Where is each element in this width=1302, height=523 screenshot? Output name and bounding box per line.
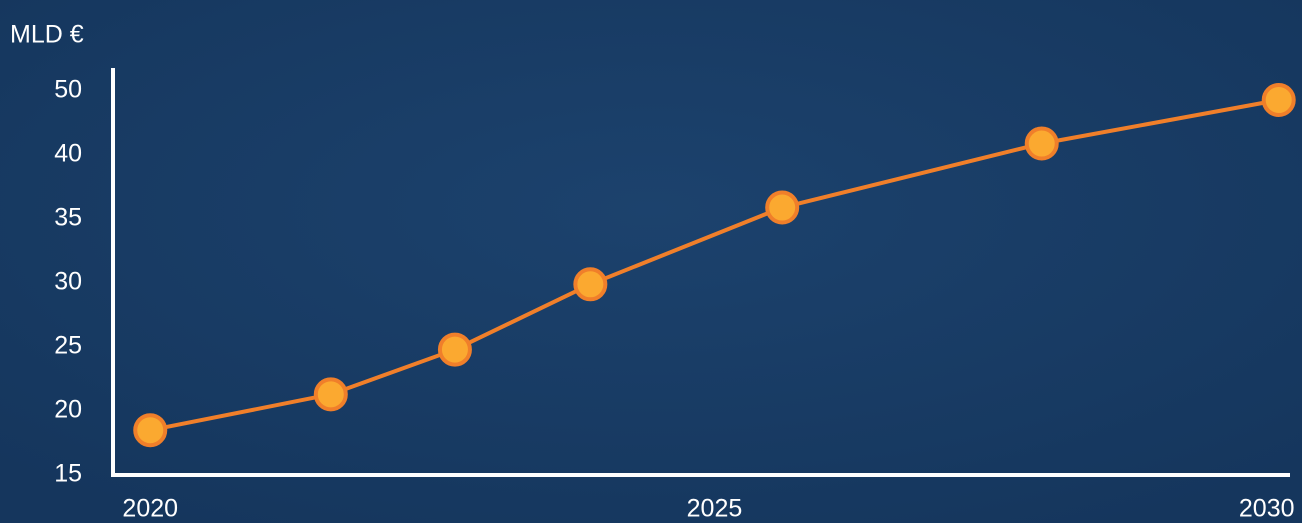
point: [313, 377, 348, 412]
y-tick-label: 15: [54, 460, 82, 488]
y-tick-label: 20: [54, 396, 82, 424]
point: [573, 267, 608, 302]
y-axis-label: MLD €: [10, 21, 84, 49]
y-tick-label: 25: [54, 332, 82, 360]
x-tick-label: 2030: [1239, 495, 1295, 523]
point: [437, 332, 472, 367]
y-tick-label: 30: [54, 268, 82, 296]
point: [133, 413, 168, 448]
y-tick-label: 40: [54, 140, 82, 168]
point: [765, 190, 800, 225]
y-tick-label: 50: [54, 76, 82, 104]
x-tick-label: 2020: [122, 495, 178, 523]
point: [1261, 82, 1296, 117]
point: [1024, 126, 1059, 161]
x-tick-label: 2025: [687, 495, 743, 523]
y-tick-label: 35: [54, 204, 82, 232]
